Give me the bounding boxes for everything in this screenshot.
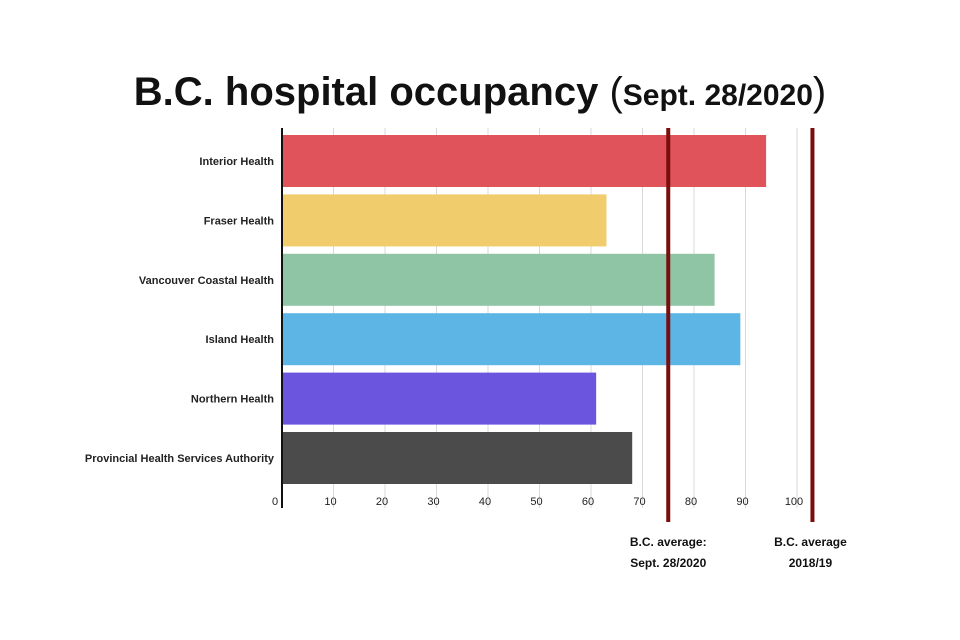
bar-3 (282, 313, 741, 366)
bars (282, 135, 767, 484)
category-label-0: Interior Health (199, 156, 274, 168)
category-label-5: Provincial Health Services Authority (85, 453, 275, 465)
category-labels: Interior Health Fraser Health Vancouver Co… (85, 156, 275, 465)
x-tick-label-100: 100 (785, 496, 803, 508)
x-tick-label-20: 20 (376, 496, 388, 508)
category-label-3: Island Health (206, 334, 275, 346)
bar-5 (282, 432, 633, 484)
bar-4 (282, 372, 597, 425)
reference-label-1-0: B.C. average (774, 535, 847, 549)
x-tick-label-30: 30 (427, 496, 439, 508)
x-tick-label-50: 50 (530, 496, 542, 508)
chart-title-open-paren: ( (609, 70, 623, 114)
bar-0 (282, 135, 767, 187)
chart-title-close-paren: ) (812, 70, 827, 114)
category-label-2: Vancouver Coastal Health (139, 275, 274, 287)
x-tick-label-60: 60 (582, 496, 594, 508)
x-tick-label-70: 70 (633, 496, 645, 508)
reference-label-0-0: B.C. average: (630, 535, 707, 549)
x-tick-label-10: 10 (324, 496, 336, 508)
x-tick-label-40: 40 (479, 496, 491, 508)
bar-1 (282, 194, 607, 247)
bar-2 (282, 253, 715, 306)
chart-title-main: B.C. hospital occupancy (133, 70, 599, 114)
category-label-1: Fraser Health (204, 215, 275, 227)
x-tick-label-80: 80 (685, 496, 697, 508)
x-tick-label-90: 90 (736, 496, 748, 508)
reference-lines: B.C. average: Sept. 28/2020 B.C. average 20… (630, 128, 847, 570)
reference-label-1-1: 2018/19 (789, 556, 833, 570)
chart-title: B.C. hospital occupancy (Sept. 28/2020) (0, 66, 960, 122)
x-tick-labels: 0 10 20 30 40 50 60 70 80 90 100 (272, 496, 803, 508)
category-label-4: Northern Health (191, 394, 274, 406)
reference-label-0-1: Sept. 28/2020 (630, 556, 706, 570)
x-tick-label-0: 0 (272, 496, 278, 508)
chart-title-date: Sept. 28/2020 (622, 79, 813, 112)
